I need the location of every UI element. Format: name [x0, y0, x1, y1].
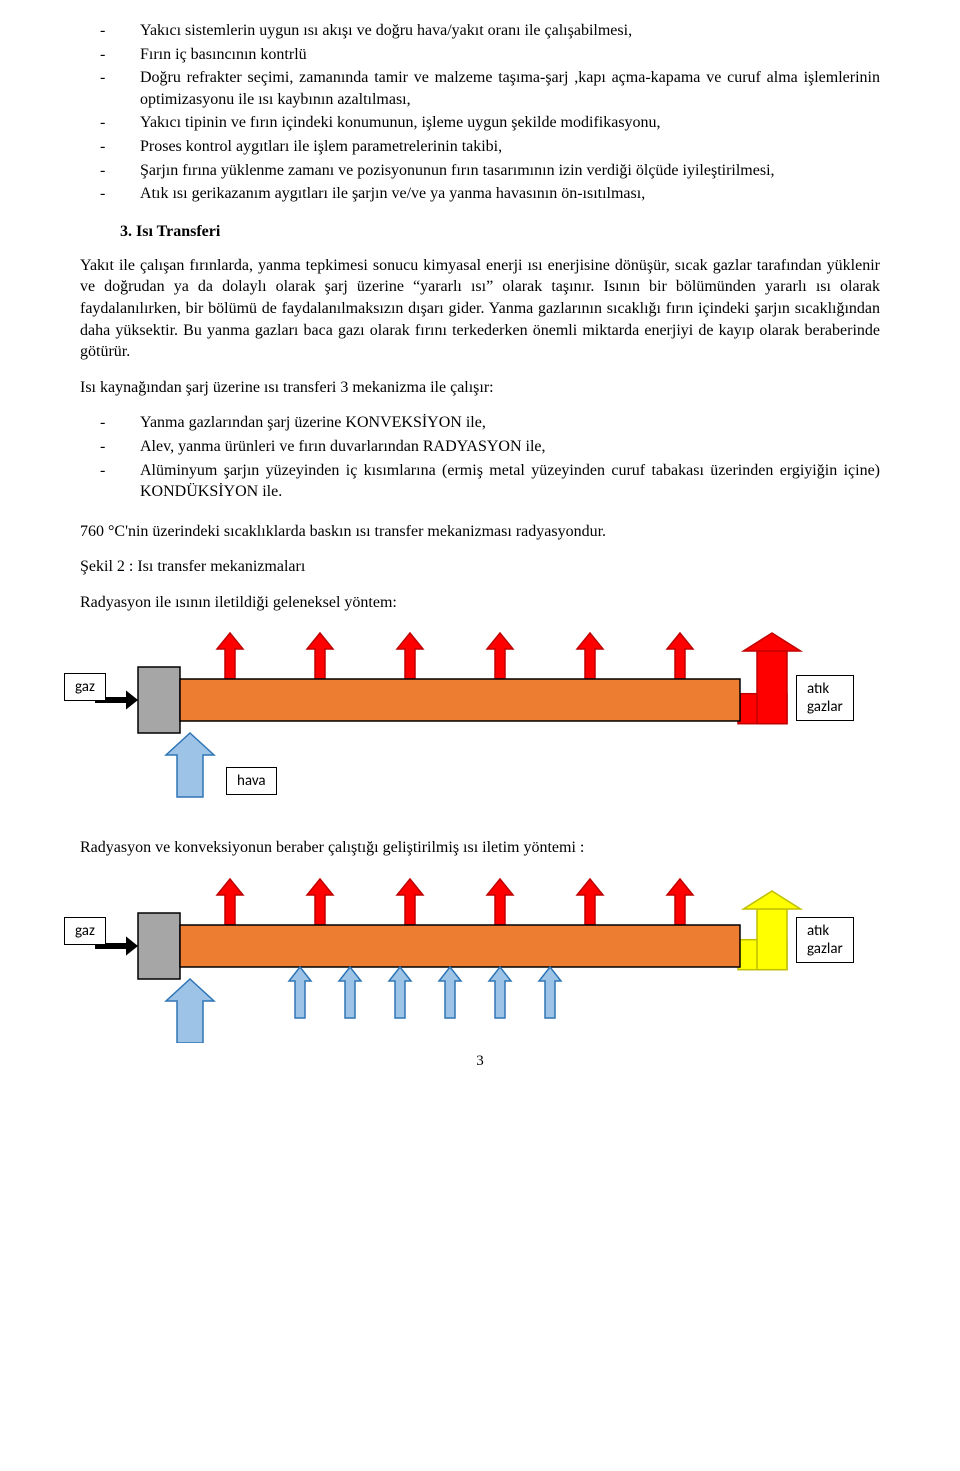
figure1-intro: Radyasyon ile ısının iletildiği geleneks… — [80, 592, 880, 614]
label-atik-gazlar: atık gazlar — [796, 917, 854, 963]
list-item: Doğru refrakter seçimi, zamanında tamir … — [120, 67, 880, 110]
list-item: Fırın iç basıncının kontrlü — [120, 44, 880, 66]
diagram-radiation-convection: gaz atık gazlar — [40, 873, 840, 1043]
section-heading: 3. Isı Transferi — [120, 223, 880, 241]
section-number: 3. — [120, 223, 132, 240]
paragraph: 760 °C'nin üzerindeki sıcaklıklarda bask… — [80, 521, 880, 543]
top-bullet-list: Yakıcı sistemlerin uygun ısı akışı ve do… — [80, 20, 880, 205]
list-item: Yakıcı sistemlerin uygun ısı akışı ve do… — [120, 20, 880, 42]
diagram-radiation: gaz atık gazlar hava — [40, 627, 840, 817]
label-gaz: gaz — [64, 673, 106, 701]
figure2-intro: Radyasyon ve konveksiyonun beraber çalış… — [80, 837, 880, 859]
list-item: Proses kontrol aygıtları ile işlem param… — [120, 136, 880, 158]
list-item: Yakıcı tipinin ve fırın içindeki konumun… — [120, 112, 880, 134]
list-item: Alüminyum şarjın yüzeyinden iç kısımları… — [120, 460, 880, 503]
figure-caption: Şekil 2 : Isı transfer mekanizmaları — [80, 556, 880, 578]
mechanism-list: Yanma gazlarından şarj üzerine KONVEKSİY… — [80, 412, 880, 502]
label-gaz: gaz — [64, 917, 106, 945]
list-item: Atık ısı gerikazanım aygıtları ile şarjı… — [120, 183, 880, 205]
page-number: 3 — [80, 1053, 880, 1070]
paragraph: Yakıt ile çalışan fırınlarda, yanma tepk… — [80, 255, 880, 363]
label-hava: hava — [226, 767, 277, 795]
list-item: Alev, yanma ürünleri ve fırın duvarların… — [120, 436, 880, 458]
label-atik-gazlar: atık gazlar — [796, 675, 854, 721]
diagram1-svg — [40, 627, 840, 817]
section-title: Isı Transferi — [136, 223, 220, 240]
paragraph: Isı kaynağından şarj üzerine ısı transfe… — [80, 377, 880, 399]
list-item: Yanma gazlarından şarj üzerine KONVEKSİY… — [120, 412, 880, 434]
diagram2-svg — [40, 873, 840, 1043]
list-item: Şarjın fırına yüklenme zamanı ve pozisyo… — [120, 160, 880, 182]
